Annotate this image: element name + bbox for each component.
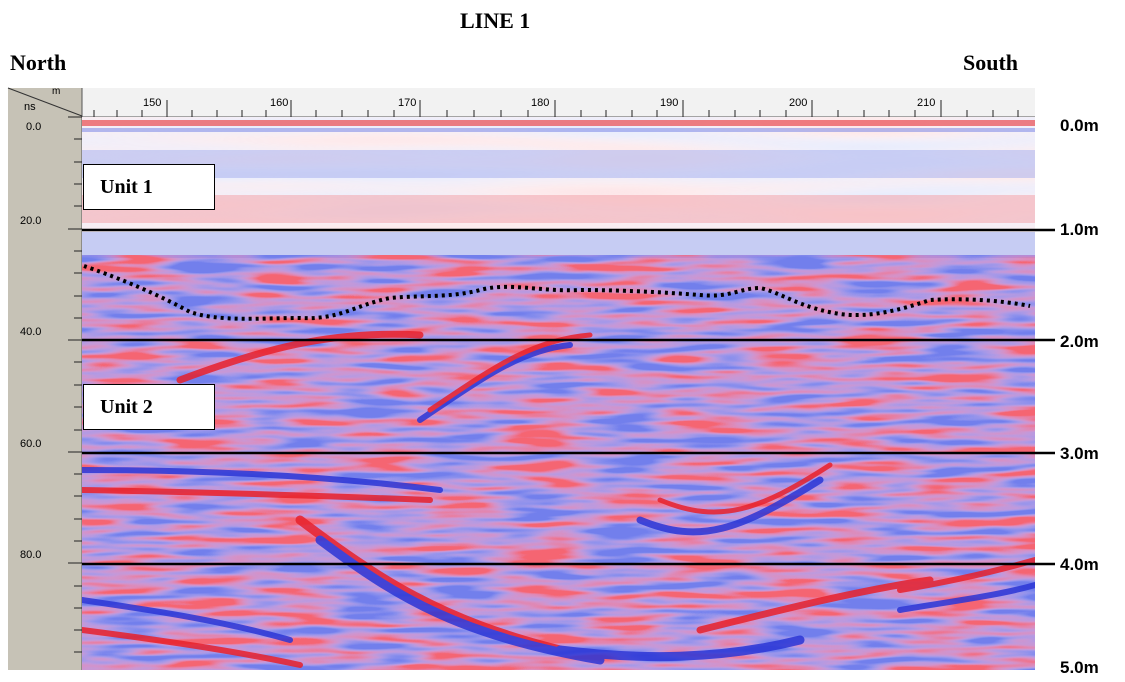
distance-tick-label: 180 <box>531 97 549 109</box>
depth-label: 5.0m <box>1060 658 1099 677</box>
distance-tick-label: 170 <box>398 97 416 109</box>
time-tick-label: 40.0 <box>20 326 41 338</box>
depth-label: 2.0m <box>1060 332 1099 351</box>
time-tick-label: 20.0 <box>20 215 41 227</box>
time-axis-frame <box>8 88 82 670</box>
depth-lines <box>82 228 1055 566</box>
unit-1-label: Unit 1 <box>83 164 215 210</box>
depth-label: 4.0m <box>1060 555 1099 574</box>
time-tick-label: 0.0 <box>26 121 41 133</box>
depth-label: 0.0m <box>1060 116 1099 135</box>
distance-tick-label: 200 <box>789 97 807 109</box>
figure-title: LINE 1 <box>460 8 531 33</box>
direction-south-label: South <box>963 50 1019 75</box>
direction-north-label: North <box>10 50 67 75</box>
time-tick-label: 60.0 <box>20 438 41 450</box>
distance-axis-frame <box>82 88 1035 117</box>
distance-tick-label: 150 <box>143 97 161 109</box>
depth-label: 1.0m <box>1060 220 1099 239</box>
distance-tick-label: 190 <box>660 97 678 109</box>
radargram-image <box>82 117 1035 670</box>
distance-tick-label: 160 <box>270 97 288 109</box>
unit-2-label: Unit 2 <box>83 384 215 430</box>
time-tick-label: 80.0 <box>20 549 41 561</box>
interface-dotted-line <box>83 264 1031 321</box>
time-axis-unit: ns <box>24 101 36 113</box>
time-axis-top-label: m <box>52 86 60 97</box>
depth-label: 3.0m <box>1060 444 1099 463</box>
distance-tick-label: 210 <box>917 97 935 109</box>
